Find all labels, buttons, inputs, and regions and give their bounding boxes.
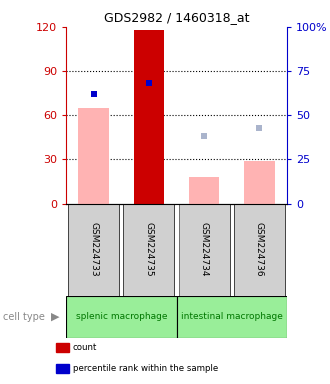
Text: intestinal macrophage: intestinal macrophage [181,312,283,321]
Text: GSM224736: GSM224736 [255,222,264,277]
Text: GSM224733: GSM224733 [89,222,98,277]
Bar [244,161,275,204]
Bar [66,296,177,338]
Bar [177,296,287,338]
Bar [179,204,230,296]
Bar [189,177,219,204]
Text: splenic macrophage: splenic macrophage [76,312,167,321]
Text: ▶: ▶ [51,312,60,322]
Bar [79,108,109,204]
Text: GSM224735: GSM224735 [145,222,153,277]
Bar [68,204,119,296]
Bar [234,204,285,296]
Text: count: count [73,343,97,352]
Text: cell type: cell type [3,312,45,322]
Title: GDS2982 / 1460318_at: GDS2982 / 1460318_at [104,11,249,24]
Text: GSM224734: GSM224734 [200,222,209,277]
Bar [123,204,174,296]
Text: percentile rank within the sample: percentile rank within the sample [73,364,218,373]
Bar [134,30,164,204]
